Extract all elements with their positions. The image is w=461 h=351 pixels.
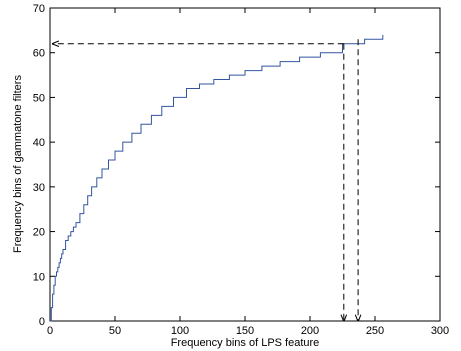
- x-tick-label: 150: [236, 325, 254, 337]
- series-group: [50, 34, 384, 322]
- x-tick-label: 0: [47, 325, 53, 337]
- x-tick-label: 200: [301, 325, 319, 337]
- y-tick-label: 20: [33, 227, 45, 239]
- x-tick-label: 50: [109, 325, 121, 337]
- series-line: [50, 34, 384, 322]
- x-axis-title: Frequency bins of LPS feature: [171, 337, 320, 349]
- annotations: [53, 39, 359, 321]
- tick-labels: 0 50 100 150 200 250 300 0 10 20 30 40 50 60 70: [33, 3, 449, 337]
- x-tick-label: 300: [431, 325, 449, 337]
- y-axis-title: Frequency bins of gammatone filters: [12, 75, 24, 253]
- y-tick-label: 70: [33, 3, 45, 15]
- y-tick-label: 30: [33, 182, 45, 194]
- y-tick-label: 0: [39, 316, 45, 328]
- y-tick-label: 10: [33, 271, 45, 283]
- x-tick-label: 100: [171, 325, 189, 337]
- axis-ticks: [49, 7, 441, 322]
- x-tick-label: 250: [366, 325, 384, 337]
- y-tick-label: 50: [33, 92, 45, 104]
- y-tick-label: 60: [33, 48, 45, 60]
- y-tick-label: 40: [33, 137, 45, 149]
